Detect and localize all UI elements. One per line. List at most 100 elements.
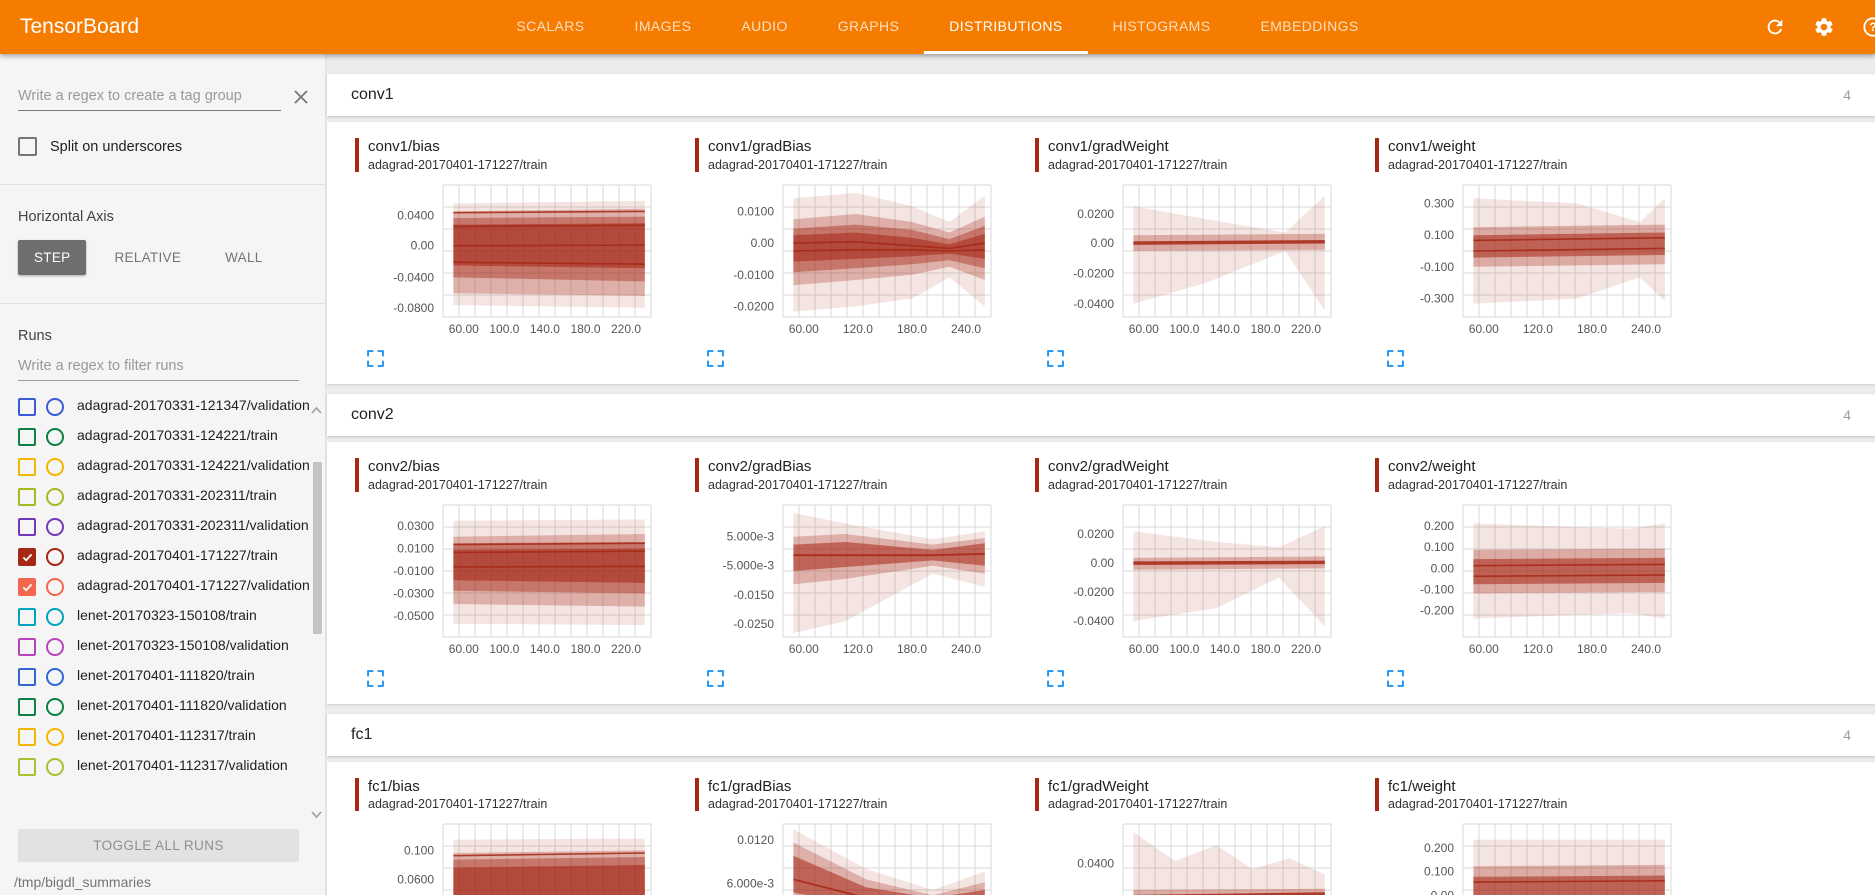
run-checkbox[interactable] [18, 758, 36, 776]
scroll-up-icon[interactable] [310, 406, 323, 415]
run-filter-input[interactable] [18, 354, 299, 381]
distribution-plot[interactable]: 0.200 0.100 0.00 -0.100 -0.200 60.00 120.0 180.… [1375, 500, 1675, 662]
close-icon[interactable] [291, 87, 311, 107]
svg-text:240.0: 240.0 [1631, 322, 1661, 336]
svg-text:5.000e-3: 5.000e-3 [727, 529, 775, 543]
section-header-fc1[interactable]: fc1 4 [327, 713, 1875, 756]
expand-icon[interactable] [1387, 669, 1405, 688]
tab-distributions[interactable]: DISTRIBUTIONS [924, 0, 1088, 54]
axis-mode-step-button[interactable]: STEP [18, 240, 87, 275]
run-row: lenet-20170401-112317/validation [18, 751, 325, 781]
run-radio[interactable] [46, 458, 64, 476]
svg-text:220.0: 220.0 [1291, 642, 1321, 656]
svg-text:0.0600: 0.0600 [397, 873, 434, 887]
run-radio[interactable] [46, 548, 64, 566]
tab-images[interactable]: IMAGES [634, 17, 692, 34]
tag-filter-input[interactable] [18, 84, 281, 111]
chart-run-name: adagrad-20170401-171227/train [1388, 157, 1568, 172]
section-header-conv2[interactable]: conv2 4 [327, 393, 1875, 436]
axis-mode-wall-button[interactable]: WALL [209, 240, 278, 275]
svg-text:180.0: 180.0 [570, 642, 600, 656]
run-checkbox[interactable] [18, 428, 36, 446]
tab-scalars[interactable]: SCALARS [516, 17, 585, 34]
chart-title: conv2/gradBias [708, 457, 812, 475]
run-radio[interactable] [46, 758, 64, 776]
svg-text:220.0: 220.0 [611, 642, 641, 656]
run-radio[interactable] [46, 578, 64, 596]
run-list-scrollbar-thumb[interactable] [313, 462, 322, 634]
svg-text:120.0: 120.0 [843, 322, 873, 336]
tab-graphs[interactable]: GRAPHS [837, 17, 900, 34]
distribution-plot[interactable]: 0.0200 0.00 -0.0200 -0.0400 60.00 100.0 140.0 1… [1035, 180, 1335, 342]
run-label: lenet-20170323-150108/validation [77, 637, 289, 653]
run-checkbox[interactable] [18, 578, 36, 596]
run-checkbox[interactable] [18, 548, 36, 566]
run-radio[interactable] [46, 518, 64, 536]
distribution-plot[interactable]: 0.0100 0.00 -0.0100 -0.0200 60.00 120.0 180.0 2… [695, 180, 995, 342]
expand-icon[interactable] [1047, 669, 1065, 688]
settings-gear-icon[interactable] [1813, 16, 1835, 38]
chart-tile: conv2/bias adagrad-20170401-171227/train 0… [355, 457, 661, 688]
run-radio[interactable] [46, 638, 64, 656]
chart-title-block: conv2/weight adagrad-20170401-171227/trai… [1375, 457, 1681, 492]
svg-text:-0.0200: -0.0200 [1073, 585, 1114, 599]
svg-text:100.0: 100.0 [489, 322, 519, 336]
run-radio[interactable] [46, 698, 64, 716]
run-checkbox[interactable] [18, 728, 36, 746]
run-checkbox[interactable] [18, 668, 36, 686]
distribution-plot[interactable]: 0.300 0.100 -0.100 -0.300 60.00 120.0 180.0 240… [1375, 180, 1675, 342]
run-radio[interactable] [46, 608, 64, 626]
tab-audio[interactable]: AUDIO [741, 17, 788, 34]
svg-text:0.0400: 0.0400 [397, 208, 434, 222]
svg-text:60.00: 60.00 [1469, 322, 1499, 336]
svg-text:-0.0100: -0.0100 [733, 268, 774, 282]
section-count: 4 [1843, 87, 1851, 103]
run-radio[interactable] [46, 398, 64, 416]
svg-text:180.0: 180.0 [897, 322, 927, 336]
expand-icon[interactable] [1047, 349, 1065, 368]
help-icon[interactable]: ? [1862, 16, 1875, 38]
run-row: lenet-20170401-111820/train [18, 661, 325, 691]
nav-tabs: SCALARS IMAGES AUDIO GRAPHS DISTRIBUTIONS HIS… [491, 0, 1383, 54]
chart-title: conv2/gradWeight [1048, 457, 1169, 475]
app-title: TensorBoard [20, 15, 140, 38]
run-checkbox[interactable] [18, 698, 36, 716]
distribution-plot[interactable]: 0.0200 0.00 -0.0200 -0.0400 60.00 100.0 140.0 1… [1035, 500, 1335, 662]
tab-histograms[interactable]: HISTOGRAMS [1112, 17, 1211, 34]
svg-text:-0.0100: -0.0100 [393, 564, 434, 578]
run-checkbox[interactable] [18, 488, 36, 506]
run-checkbox[interactable] [18, 638, 36, 656]
run-checkbox[interactable] [18, 518, 36, 536]
distribution-plot[interactable]: 5.000e-3 -5.000e-3 -0.0150 -0.0250 60.00 120.… [695, 500, 995, 662]
chart-title: fc1/weight [1388, 777, 1456, 795]
svg-text:0.0120: 0.0120 [737, 833, 774, 847]
axis-mode-relative-button[interactable]: RELATIVE [98, 240, 197, 275]
chart-tile: conv1/gradBias adagrad-20170401-171227/tr… [695, 138, 1001, 368]
run-checkbox[interactable] [18, 398, 36, 416]
run-radio[interactable] [46, 488, 64, 506]
expand-icon[interactable] [707, 669, 725, 688]
expand-icon[interactable] [1387, 349, 1405, 368]
run-checkbox[interactable] [18, 608, 36, 626]
run-radio[interactable] [46, 668, 64, 686]
expand-icon[interactable] [367, 669, 385, 688]
chart-run-name: adagrad-20170401-171227/train [1388, 477, 1568, 492]
expand-icon[interactable] [367, 349, 385, 368]
tab-embeddings[interactable]: EMBEDDINGS [1260, 17, 1359, 34]
run-checkbox[interactable] [18, 458, 36, 476]
refresh-icon[interactable] [1764, 16, 1786, 38]
toggle-all-runs-button[interactable]: TOGGLE ALL RUNS [18, 829, 299, 862]
section-header-conv1[interactable]: conv1 4 [327, 74, 1875, 116]
expand-icon[interactable] [707, 349, 725, 368]
scroll-down-icon[interactable] [310, 810, 323, 819]
distribution-plot[interactable]: 0.0400 0.00 -0.0400 -0.0800 60.00 100.0 140.0 1… [355, 180, 655, 342]
run-radio[interactable] [46, 428, 64, 446]
distribution-plot[interactable]: 0.0300 0.0100 -0.0100 -0.0300 -0.0500 60.00 10… [355, 500, 655, 662]
run-row: lenet-20170323-150108/validation [18, 631, 325, 661]
run-radio[interactable] [46, 728, 64, 746]
split-underscores-checkbox[interactable] [18, 137, 37, 156]
